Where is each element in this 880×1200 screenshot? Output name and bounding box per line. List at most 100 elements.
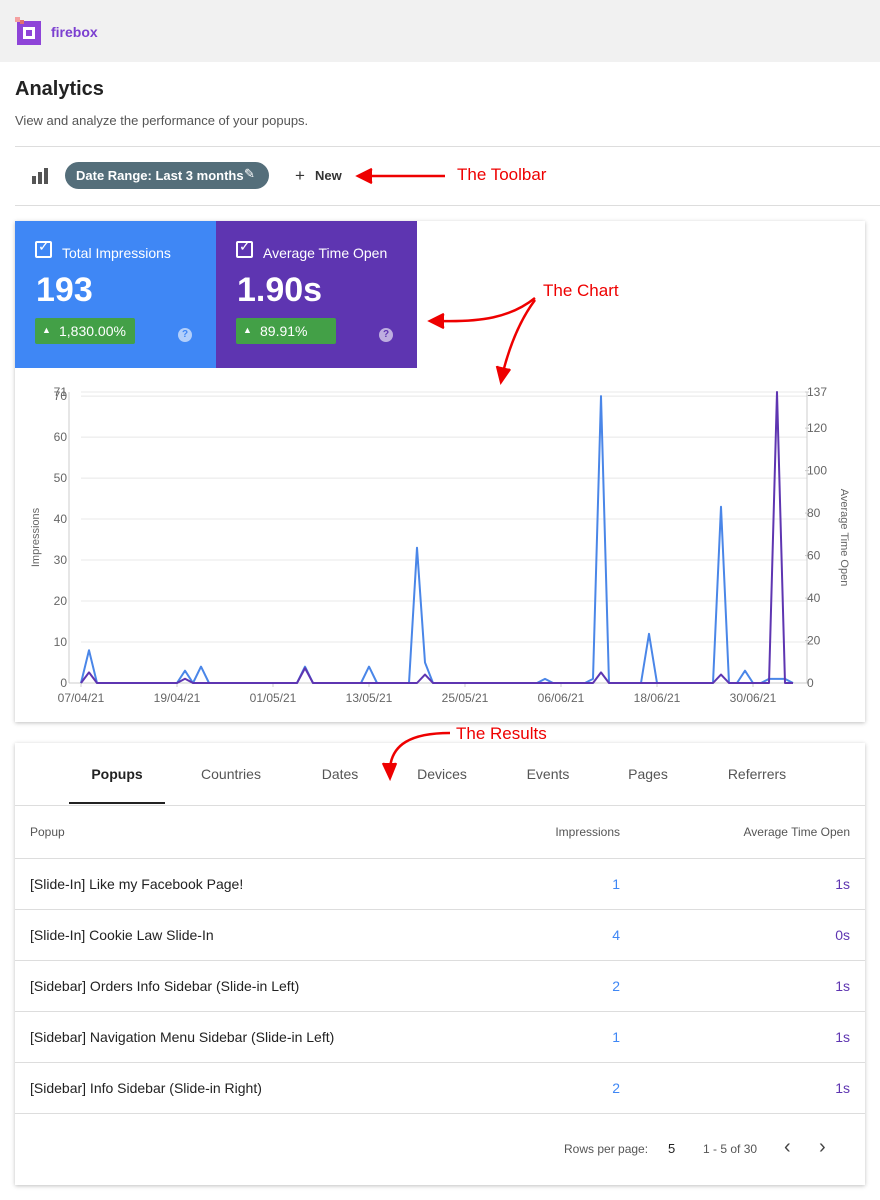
column-header: Average Time Open xyxy=(743,825,850,839)
avg-time: 1s xyxy=(835,978,850,994)
tab[interactable]: Events xyxy=(526,766,570,782)
x-tick-label: 06/06/21 xyxy=(538,691,585,705)
x-tick-label: 30/06/21 xyxy=(730,691,777,705)
y2-tick-label: 120 xyxy=(807,421,827,435)
tab[interactable]: Popups xyxy=(91,766,143,782)
popup-name[interactable]: [Sidebar] Orders Info Sidebar (Slide-in … xyxy=(30,978,300,994)
date-range-label: Date Range: Last 3 months xyxy=(76,168,244,183)
y2-axis-label: Average Time Open xyxy=(838,489,850,587)
popup-name[interactable]: [Sidebar] Navigation Menu Sidebar (Slide… xyxy=(30,1029,335,1045)
rows-per-page-label: Rows per page: xyxy=(564,1142,649,1156)
y-tick-label: 40 xyxy=(54,512,68,526)
avg-time: 0s xyxy=(835,927,850,943)
new-button[interactable]: New xyxy=(315,168,342,183)
page-range: 1 - 5 of 30 xyxy=(703,1142,758,1156)
help-icon: ? xyxy=(379,328,393,342)
impressions: 2 xyxy=(612,1080,620,1096)
prev-page[interactable]: ‹ xyxy=(784,1136,791,1158)
y-tick-label: 0 xyxy=(60,676,67,690)
active-tab-indicator xyxy=(69,802,165,804)
impressions: 1 xyxy=(612,876,620,892)
impressions: 2 xyxy=(612,978,620,994)
metric-label: Average Time Open xyxy=(263,245,388,261)
divider xyxy=(15,805,865,806)
page-subtitle: View and analyze the performance of your… xyxy=(15,113,309,128)
divider xyxy=(15,909,865,910)
rows-per-page[interactable]: 5 xyxy=(668,1141,676,1156)
up-icon: ▲ xyxy=(42,325,51,335)
check: ✓ xyxy=(239,238,251,254)
y-tick-label: 71 xyxy=(54,385,68,399)
metric-value: 1.90s xyxy=(237,271,323,309)
edit-icon: ✎ xyxy=(244,166,255,181)
y-tick-label: 10 xyxy=(54,635,68,649)
series-line xyxy=(80,395,794,684)
y-tick-label: 30 xyxy=(54,553,68,567)
x-tick-label: 01/05/21 xyxy=(250,691,297,705)
y-tick-label: 20 xyxy=(54,594,68,608)
y2-tick-label: 80 xyxy=(807,506,821,520)
avg-time: 1s xyxy=(835,1080,850,1096)
metric-box[interactable]: ✓ Average Time Open 1.90s ▲ 89.91%? xyxy=(216,221,417,368)
divider xyxy=(15,960,865,961)
tab[interactable]: Referrers xyxy=(727,766,787,782)
metric-label: Total Impressions xyxy=(62,245,171,261)
next-page[interactable]: › xyxy=(819,1136,826,1158)
impressions: 4 xyxy=(612,927,620,943)
metric-change: 89.91% xyxy=(260,323,308,339)
tab[interactable]: Countries xyxy=(201,766,261,782)
column-header: Impressions xyxy=(555,825,620,839)
tab[interactable]: Pages xyxy=(628,766,668,782)
change-badge xyxy=(35,318,135,344)
y2-tick-label: 20 xyxy=(807,634,821,648)
divider xyxy=(15,205,880,206)
popup-name[interactable]: [Slide-In] Cookie Law Slide-In xyxy=(30,927,214,943)
metric-change: 1,830.00% xyxy=(59,323,126,339)
help-icon: ? xyxy=(178,328,192,342)
brand: firebox xyxy=(51,24,98,40)
chart-card: ✓ Total Impressions 193 ▲ 1,830.00%? ✓ Averag… xyxy=(15,221,865,722)
checkbox xyxy=(35,241,52,258)
logo xyxy=(15,17,41,45)
chart-icon xyxy=(32,168,48,184)
checkbox xyxy=(236,241,253,258)
metric-box[interactable]: ✓ Total Impressions 193 ▲ 1,830.00%? xyxy=(15,221,216,368)
x-tick-label: 25/05/21 xyxy=(442,691,489,705)
x-tick-label: 18/06/21 xyxy=(634,691,681,705)
check: ✓ xyxy=(38,238,50,254)
annotation: The Results xyxy=(456,724,547,743)
tab[interactable]: Devices xyxy=(417,766,467,782)
y-tick-label: 70 xyxy=(54,389,68,403)
metric-value: 193 xyxy=(36,271,93,309)
popup-name[interactable]: [Slide-In] Like my Facebook Page! xyxy=(30,876,244,892)
y2-tick-label: 137 xyxy=(807,385,827,399)
x-tick-label: 07/04/21 xyxy=(58,691,105,705)
popup-name[interactable]: [Sidebar] Info Sidebar (Slide-in Right) xyxy=(30,1080,262,1096)
up-icon: ▲ xyxy=(243,325,252,335)
annotation: The Chart xyxy=(543,281,619,300)
divider xyxy=(15,146,880,147)
y-tick-label: 50 xyxy=(54,471,68,485)
column-header: Popup xyxy=(30,825,65,839)
x-tick-label: 13/05/21 xyxy=(346,691,393,705)
y-tick-label: 60 xyxy=(54,430,68,444)
plus-icon: + xyxy=(295,166,305,185)
top-bar xyxy=(0,0,880,62)
page-title: Analytics xyxy=(15,78,104,100)
tab[interactable]: Dates xyxy=(321,766,359,782)
divider xyxy=(15,1113,865,1114)
y-axis-label: Impressions xyxy=(30,507,42,567)
y2-tick-label: 0 xyxy=(807,676,814,690)
avg-time: 1s xyxy=(835,876,850,892)
avg-time: 1s xyxy=(835,1029,850,1045)
y2-tick-label: 40 xyxy=(807,591,821,605)
divider xyxy=(15,858,865,859)
change-badge xyxy=(236,318,336,344)
impressions: 1 xyxy=(612,1029,620,1045)
series-line xyxy=(80,391,793,684)
x-tick-label: 19/04/21 xyxy=(154,691,201,705)
divider xyxy=(15,1011,865,1012)
date-range-chip[interactable] xyxy=(65,162,269,189)
